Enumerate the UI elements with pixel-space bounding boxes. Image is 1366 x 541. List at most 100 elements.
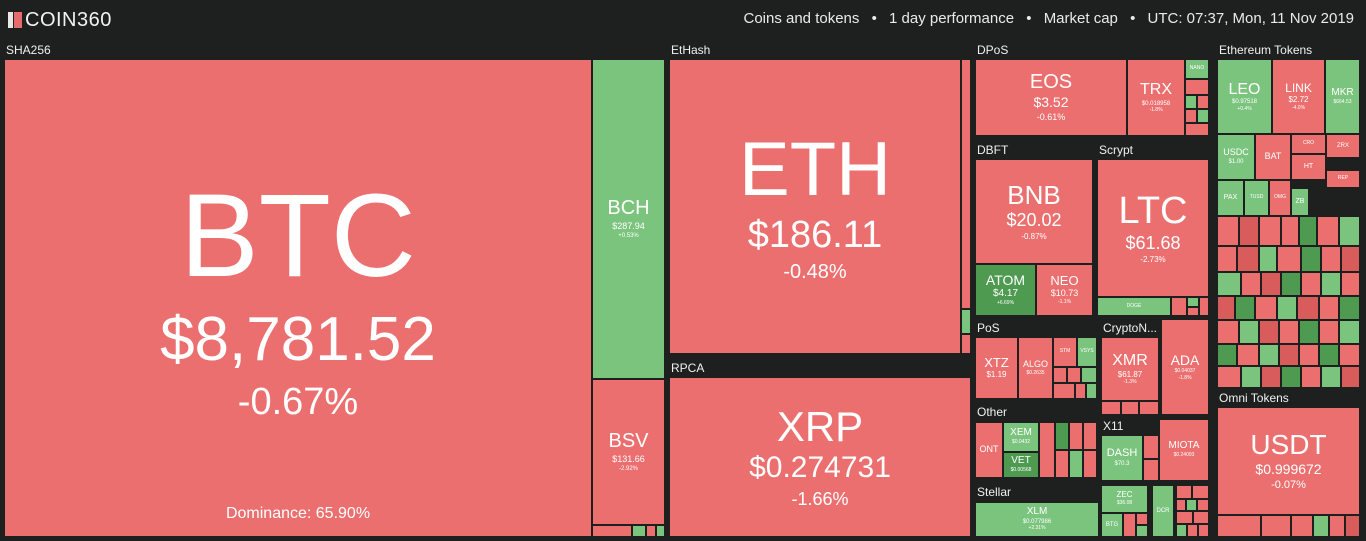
small-coin-tile[interactable] xyxy=(961,309,971,334)
small-coin-tile[interactable] xyxy=(1199,297,1209,316)
tile-zb[interactable]: ZB xyxy=(1291,188,1309,216)
small-coin-tile[interactable] xyxy=(1279,320,1299,344)
small-coin-tile[interactable] xyxy=(1217,246,1237,272)
tile-btc[interactable]: BTC $8,781.52 -0.67% Dominance: 65.90% xyxy=(4,59,592,537)
small-coin-tile[interactable] xyxy=(1143,459,1159,481)
tile-vsys[interactable]: VSYS xyxy=(1077,337,1097,367)
tile-dcr[interactable]: DCR xyxy=(1152,485,1174,537)
small-coin-tile[interactable] xyxy=(1329,515,1345,537)
small-coin-tile[interactable] xyxy=(1192,485,1209,499)
small-coin-tile[interactable] xyxy=(1239,216,1259,246)
small-coin-tile[interactable] xyxy=(1217,515,1261,537)
tile-btg[interactable]: BTG xyxy=(1101,513,1123,537)
small-coin-tile[interactable] xyxy=(1136,513,1148,525)
small-coin-tile[interactable] xyxy=(1259,246,1277,272)
tile-link[interactable]: LINK $2.72 -4.0% xyxy=(1272,59,1325,134)
small-coin-tile[interactable] xyxy=(1053,367,1067,383)
small-coin-tile[interactable] xyxy=(1176,511,1193,524)
small-coin-tile[interactable] xyxy=(1086,383,1097,399)
small-coin-tile[interactable] xyxy=(1217,216,1239,246)
small-coin-tile[interactable] xyxy=(1299,344,1319,366)
small-coin-tile[interactable] xyxy=(1069,450,1083,478)
small-coin-tile[interactable] xyxy=(1339,320,1360,344)
small-coin-tile[interactable] xyxy=(1075,383,1086,399)
tile-xmr[interactable]: XMR $61.87 -1.3% xyxy=(1101,337,1159,401)
tile-ht[interactable]: HT xyxy=(1291,154,1326,180)
small-coin-tile[interactable] xyxy=(1176,499,1186,511)
small-coin-tile[interactable] xyxy=(1241,272,1261,296)
small-coin-tile[interactable] xyxy=(1185,123,1209,136)
small-coin-tile[interactable] xyxy=(592,525,632,537)
small-coin-tile[interactable] xyxy=(1171,297,1187,316)
small-coin-tile[interactable] xyxy=(1241,366,1261,388)
tile-ont[interactable]: ONT xyxy=(975,422,1003,478)
small-coin-tile[interactable] xyxy=(1339,344,1360,366)
small-coin-tile[interactable] xyxy=(656,525,665,537)
small-coin-tile[interactable] xyxy=(1176,485,1192,499)
small-coin-tile[interactable] xyxy=(1259,344,1279,366)
small-coin-tile[interactable] xyxy=(1291,515,1313,537)
tile-pax[interactable]: PAX xyxy=(1217,180,1244,216)
tile-xtz[interactable]: XTZ $1.19 xyxy=(975,337,1018,399)
tile-doge[interactable]: DOGE xyxy=(1097,297,1171,316)
small-coin-tile[interactable] xyxy=(1067,367,1081,383)
small-coin-tile[interactable] xyxy=(1261,272,1281,296)
small-coin-tile[interactable] xyxy=(1193,511,1209,524)
small-coin-tile[interactable] xyxy=(1055,450,1069,478)
coin360-logo[interactable]: COIN360 xyxy=(8,9,112,31)
small-coin-tile[interactable] xyxy=(961,334,971,354)
small-coin-tile[interactable] xyxy=(1039,422,1055,478)
small-coin-tile[interactable] xyxy=(1319,320,1339,344)
tile-bsv[interactable]: BSV $131.66 -2.92% xyxy=(592,379,665,525)
small-coin-tile[interactable] xyxy=(1139,401,1159,415)
small-coin-tile[interactable] xyxy=(1187,307,1199,316)
tile-vet[interactable]: VET $0.00568 xyxy=(1003,452,1039,478)
tile-bch[interactable]: BCH $287.94 +0.53% xyxy=(592,59,665,379)
small-coin-tile[interactable] xyxy=(1299,320,1319,344)
small-coin-tile[interactable] xyxy=(1261,366,1281,388)
tile-miota[interactable]: MIOTA $0.24093 xyxy=(1159,419,1209,481)
tile-ada[interactable]: ADA $0.04037 -1.8% xyxy=(1161,319,1209,415)
small-coin-tile[interactable] xyxy=(1321,272,1341,296)
period-filter[interactable]: 1 day performance xyxy=(889,10,1015,27)
tile-dash[interactable]: DASH $70.3 xyxy=(1101,435,1143,481)
small-coin-tile[interactable] xyxy=(1217,344,1237,366)
small-coin-tile[interactable] xyxy=(1301,246,1321,272)
tile-algo[interactable]: ALGO $0.2635 xyxy=(1018,337,1053,399)
small-coin-tile[interactable] xyxy=(1123,513,1136,537)
small-coin-tile[interactable] xyxy=(1053,383,1075,399)
tile-atom[interactable]: ATOM $4.17 +6.69% xyxy=(975,264,1036,316)
small-coin-tile[interactable] xyxy=(1301,272,1321,296)
small-coin-tile[interactable] xyxy=(1297,296,1319,320)
small-coin-tile[interactable] xyxy=(1339,296,1360,320)
small-coin-tile[interactable] xyxy=(1185,79,1209,95)
small-coin-tile[interactable] xyxy=(1121,401,1139,415)
small-coin-tile[interactable] xyxy=(961,59,971,309)
small-coin-tile[interactable] xyxy=(1197,109,1209,123)
small-coin-tile[interactable] xyxy=(1313,515,1329,537)
small-coin-tile[interactable] xyxy=(1217,320,1239,344)
small-coin-tile[interactable] xyxy=(1136,525,1148,537)
small-coin-tile[interactable] xyxy=(1237,344,1259,366)
small-coin-tile[interactable] xyxy=(632,525,646,537)
small-coin-tile[interactable] xyxy=(1235,296,1255,320)
small-coin-tile[interactable] xyxy=(1176,524,1187,537)
small-coin-tile[interactable] xyxy=(1186,499,1197,511)
tile-xrp[interactable]: XRP $0.274731 -1.66% xyxy=(669,377,971,537)
tile-tusd[interactable]: TUSD xyxy=(1244,180,1269,216)
tile-xem[interactable]: XEM $0.0432 xyxy=(1003,422,1039,452)
small-coin-tile[interactable] xyxy=(1083,450,1097,478)
small-coin-tile[interactable] xyxy=(1069,422,1083,450)
small-coin-tile[interactable] xyxy=(1281,272,1301,296)
tile-bat[interactable]: BAT xyxy=(1255,134,1291,180)
tile-eos[interactable]: EOS $3.52 -0.61% xyxy=(975,59,1127,136)
small-coin-tile[interactable] xyxy=(1321,366,1341,388)
small-coin-tile[interactable] xyxy=(1143,435,1159,459)
tile-omg[interactable]: OMG xyxy=(1269,180,1291,216)
small-coin-tile[interactable] xyxy=(1185,95,1197,109)
small-coin-tile[interactable] xyxy=(1081,367,1097,383)
tile-xlm[interactable]: XLM $0.077986 +2.31% xyxy=(975,502,1099,537)
small-coin-tile[interactable] xyxy=(1255,296,1277,320)
small-coin-tile[interactable] xyxy=(1259,216,1281,246)
small-coin-tile[interactable] xyxy=(646,525,656,537)
